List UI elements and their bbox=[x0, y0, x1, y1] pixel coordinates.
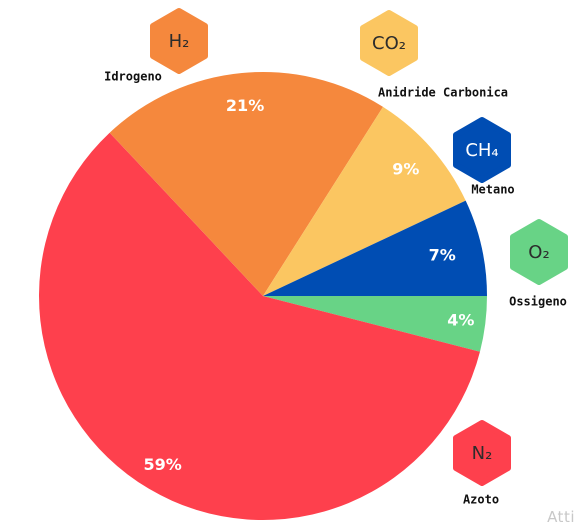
watermark-text: Atti bbox=[547, 508, 575, 526]
badge-hexagon-azoto bbox=[453, 420, 511, 486]
percent-label-azoto: 59% bbox=[144, 455, 182, 474]
gas-name-anidride-carbonica: Anidride Carbonica bbox=[378, 86, 508, 100]
formula-label-azoto: N₂ bbox=[472, 443, 493, 464]
badge-hexagon-anidride-carbonica bbox=[360, 10, 418, 76]
pie-slice-anidride-carbonica bbox=[263, 106, 466, 296]
percent-label-idrogeno: 21% bbox=[226, 96, 264, 115]
badge-hexagon-ossigeno bbox=[510, 219, 568, 285]
gas-name-idrogeno: Idrogeno bbox=[104, 70, 162, 84]
pie-slice-idrogeno bbox=[109, 71, 384, 296]
gas-name-metano: Metano bbox=[471, 183, 514, 197]
badge-hexagon-metano bbox=[453, 117, 511, 183]
formula-label-metano: CH₄ bbox=[465, 140, 498, 161]
percent-label-anidride-carbonica: 9% bbox=[392, 160, 419, 179]
gas-name-azoto: Azoto bbox=[463, 493, 499, 507]
gas-name-ossigeno: Ossigeno bbox=[509, 295, 567, 309]
pie-slice-azoto bbox=[39, 132, 480, 520]
pie-slice-ossigeno bbox=[263, 296, 487, 352]
percent-label-metano: 7% bbox=[429, 245, 456, 264]
formula-label-ossigeno: O₂ bbox=[528, 242, 549, 263]
formula-label-idrogeno: H₂ bbox=[169, 31, 190, 52]
pie-slice-metano bbox=[263, 200, 487, 296]
gas-badges: O₂ Ossigeno N₂ Azoto H₂ Idrogeno CO₂ Anidride C… bbox=[104, 8, 568, 507]
pie-slices bbox=[39, 71, 487, 520]
formula-label-anidride-carbonica: CO₂ bbox=[372, 33, 406, 54]
badge-hexagon-idrogeno bbox=[150, 8, 208, 74]
percent-label-ossigeno: 4% bbox=[447, 310, 474, 329]
pie-percent-labels: 4% 59% 21% 9% 7% bbox=[144, 96, 475, 474]
